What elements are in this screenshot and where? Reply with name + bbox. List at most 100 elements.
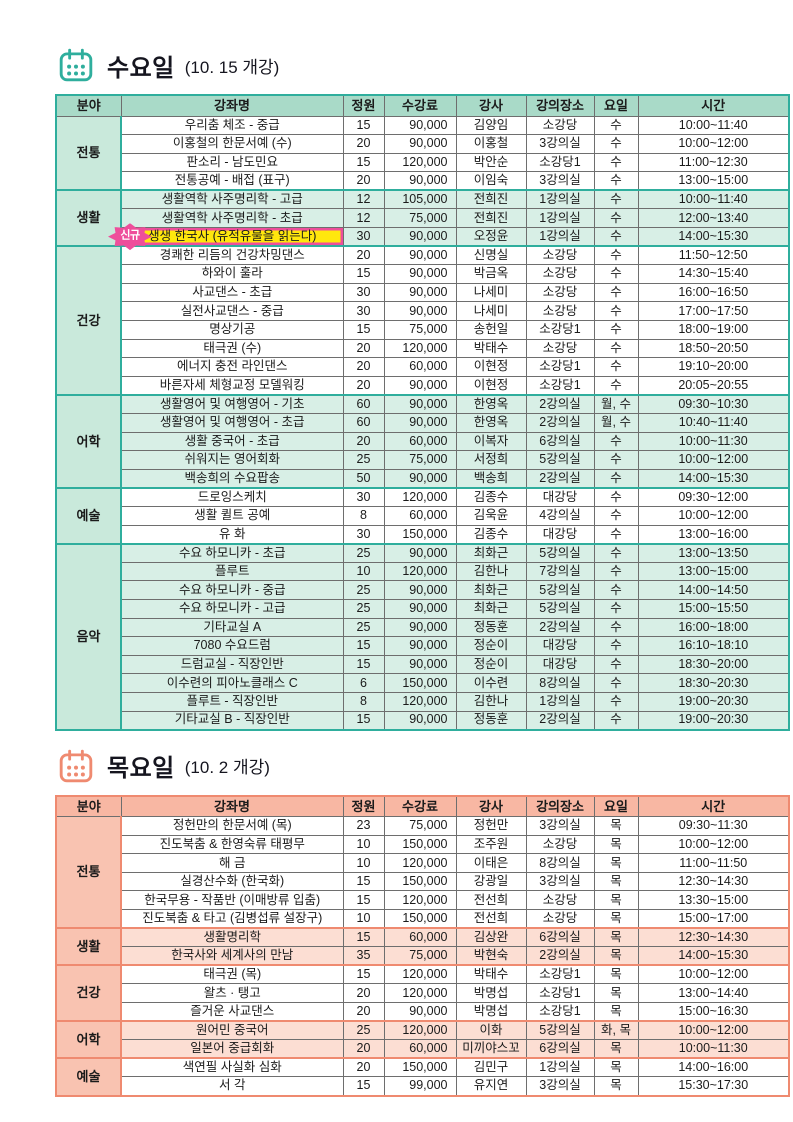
capacity-cell: 15: [342, 152, 385, 173]
time-cell: 12:30~14:30: [637, 927, 790, 948]
table-row: 진도북춤 & 한영숙류 태평무 10 150,000 조주원 소강당 목 10:00~12:…: [56, 834, 790, 855]
course-name-cell: 즐거운 사교댄스: [120, 1002, 344, 1022]
column-header: 강좌명: [120, 94, 344, 117]
room-cell: 1강의실: [525, 208, 595, 229]
column-header: 정원: [342, 795, 385, 818]
time-cell: 16:00~18:00: [637, 617, 790, 638]
fee-cell: 90,000: [383, 393, 457, 414]
time-cell: 19:10~20:00: [637, 357, 790, 377]
room-cell: 2강의실: [525, 393, 595, 414]
room-cell: 2강의실: [525, 617, 595, 638]
course-name-cell: 7080 수요드럼: [120, 636, 344, 656]
course-name-cell: 원어민 중국어: [120, 1020, 344, 1041]
fee-cell: 99,000: [383, 1076, 457, 1096]
time-cell: 14:00~14:50: [637, 580, 790, 600]
time-cell: 10:40~11:40: [637, 413, 790, 433]
room-cell: 3강의실: [525, 871, 595, 892]
column-header: 분야: [55, 94, 122, 117]
schedule-start-date: (10. 2 개강): [184, 758, 270, 778]
day-cell: 수: [593, 134, 639, 154]
course-name-cell: 생활 퀼트 공예: [120, 505, 344, 526]
room-cell: 소강당1: [525, 375, 595, 396]
table-row: 해 금 10 120,000 이태은 8강의실 목 11:00~11:50: [56, 853, 790, 873]
course-name-cell: 전통공예 - 배접 (표구): [120, 171, 344, 191]
category-cell: 전통: [55, 816, 122, 929]
capacity-cell: 15: [342, 264, 385, 284]
day-cell: 수: [593, 171, 639, 191]
category-cell: 음악: [55, 542, 122, 731]
fee-cell: 60,000: [383, 505, 457, 526]
capacity-cell: 20: [342, 1002, 385, 1022]
instructor-cell: 박태수: [455, 338, 527, 359]
capacity-cell: 6: [342, 673, 385, 693]
table-row: 이홍철의 한문서예 (수) 20 90,000 이홍철 3강의실 수 10:00~12:00: [56, 134, 790, 154]
capacity-cell: 15: [342, 890, 385, 911]
instructor-cell: 미끼야스꼬: [455, 1039, 527, 1059]
column-header: 강좌명: [120, 795, 344, 818]
category-cell: 전통: [55, 115, 122, 191]
time-cell: 14:00~15:30: [637, 227, 790, 247]
day-cell: 수: [593, 375, 639, 396]
course-name-cell: 한국무용 - 작품반 (이매방류 입춤): [120, 890, 344, 911]
course-name-cell: 태극권 (수): [120, 338, 344, 359]
day-cell: 수: [593, 505, 639, 526]
instructor-cell: 이현정: [455, 357, 527, 377]
time-cell: 10:00~12:00: [637, 1020, 790, 1041]
table-row: 실전사교댄스 - 중급 30 90,000 나세미 소강당 수 17:00~17:50: [56, 301, 790, 322]
instructor-cell: 전희진: [455, 208, 527, 229]
fee-cell: 90,000: [383, 468, 457, 489]
thursday-schedule-table: 분야 강좌명 정원 수강료 강사 강의장소 요일 시간 전통 정헌만의 한문서예 (목) 23 75,…: [55, 794, 790, 1097]
fee-cell: 90,000: [383, 710, 457, 731]
day-cell: 수: [593, 301, 639, 322]
day-cell: 수: [593, 598, 639, 619]
day-cell: 목: [593, 1002, 639, 1022]
room-cell: 소강당: [525, 282, 595, 303]
time-cell: 15:30~17:30: [637, 1076, 790, 1096]
room-cell: 2강의실: [525, 413, 595, 433]
day-cell: 목: [593, 946, 639, 966]
room-cell: 소강당: [525, 890, 595, 911]
capacity-cell: 20: [342, 1057, 385, 1078]
instructor-cell: 이화: [455, 1020, 527, 1041]
table-row: 백송희의 수요팝송 50 90,000 백송희 2강의실 수 14:00~15:30: [56, 468, 790, 489]
room-cell: 소강당: [525, 301, 595, 322]
capacity-cell: 15: [342, 654, 385, 675]
day-cell: 목: [593, 834, 639, 855]
wednesday-schedule-table: 분야 강좌명 정원 수강료 강사 강의장소 요일 시간 전통 우리춤 체조 - 중급 15 90,00…: [55, 94, 790, 731]
capacity-cell: 30: [342, 301, 385, 322]
fee-cell: 120,000: [383, 890, 457, 911]
capacity-cell: 20: [342, 375, 385, 396]
instructor-cell: 박명섭: [455, 1002, 527, 1022]
category-cell: 예술: [55, 1057, 122, 1097]
header-row: 분야 강좌명 정원 수강료 강사 강의장소 요일 시간: [55, 795, 790, 818]
time-cell: 12:00~13:40: [637, 208, 790, 229]
room-cell: 5강의실: [525, 598, 595, 619]
capacity-cell: 25: [342, 542, 385, 563]
room-cell: 6강의실: [525, 927, 595, 948]
capacity-cell: 15: [342, 964, 385, 985]
table-row: 전통공예 - 배접 (표구) 20 90,000 이임숙 3강의실 수 13:00~15:0…: [56, 171, 790, 191]
table-row: 일본어 중급회화 20 60,000 미끼야스꼬 6강의실 목 10:00~11:30: [56, 1039, 790, 1059]
time-cell: 18:30~20:00: [637, 654, 790, 675]
capacity-cell: 20: [342, 983, 385, 1004]
instructor-cell: 최화근: [455, 598, 527, 619]
instructor-cell: 나세미: [455, 282, 527, 303]
room-cell: 소강당1: [525, 357, 595, 377]
fee-cell: 60,000: [383, 431, 457, 452]
capacity-cell: 30: [342, 524, 385, 545]
course-name-cell: 색연필 사실화 심화: [120, 1057, 344, 1078]
day-cell: 수: [593, 691, 639, 712]
table-row: 쉬워지는 영어회화 25 75,000 서정희 5강의실 수 10:00~12:00: [56, 450, 790, 470]
capacity-cell: 60: [342, 413, 385, 433]
capacity-cell: 25: [342, 580, 385, 600]
wednesday-title-block: 수요일 (10. 15 개강): [58, 45, 793, 85]
course-name-cell: 생활영어 및 여행영어 - 초급: [120, 413, 344, 433]
day-cell: 목: [593, 816, 639, 836]
capacity-cell: 50: [342, 468, 385, 489]
time-cell: 15:00~15:50: [637, 598, 790, 619]
day-cell: 수: [593, 636, 639, 656]
fee-cell: 90,000: [383, 245, 457, 266]
fee-cell: 90,000: [383, 171, 457, 191]
day-cell: 수: [593, 580, 639, 600]
room-cell: 소강당: [525, 834, 595, 855]
